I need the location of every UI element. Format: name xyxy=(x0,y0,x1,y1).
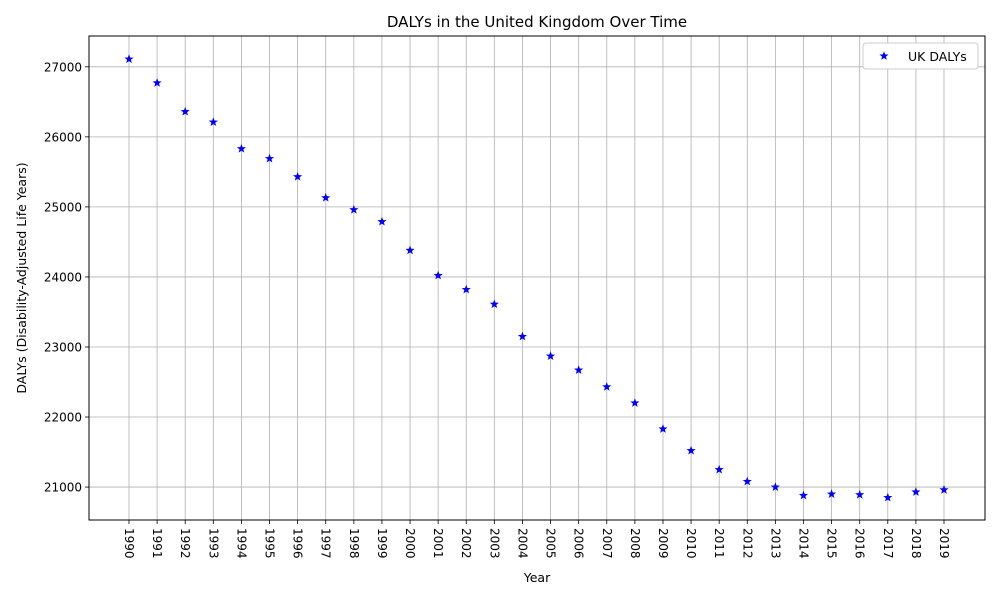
data-point-star xyxy=(939,485,949,494)
data-point-star xyxy=(349,204,359,214)
x-tick-label: 1991 xyxy=(150,528,164,559)
x-tick-label: 2005 xyxy=(544,528,558,559)
data-point-star xyxy=(124,54,134,63)
axes xyxy=(88,35,986,521)
data-point-star xyxy=(630,398,640,407)
data-point-star xyxy=(798,490,809,500)
data-point-star xyxy=(489,299,499,309)
data-point-star xyxy=(686,445,696,455)
x-tick-label: 2001 xyxy=(431,528,445,559)
data-point-star xyxy=(714,464,724,474)
x-tick-label: 1999 xyxy=(375,528,389,559)
data-point-star xyxy=(405,245,415,255)
data-point-star xyxy=(545,351,556,360)
x-tick-label: 2018 xyxy=(909,528,923,559)
x-tick-label: 2014 xyxy=(796,528,810,559)
data-point-star xyxy=(883,492,893,502)
data-point-star xyxy=(264,153,275,163)
data-point-star xyxy=(321,193,331,202)
x-tick-label: 2007 xyxy=(600,528,614,559)
x-tick-label: 1997 xyxy=(319,528,333,559)
x-axis-label: Year xyxy=(523,570,551,585)
x-tick-label: 1994 xyxy=(234,528,248,559)
y-tick-label: 24000 xyxy=(44,270,82,284)
legend-label: UK DALYs xyxy=(908,49,967,64)
legend-star-icon xyxy=(879,51,889,60)
data-point-star xyxy=(461,284,471,294)
x-tick-label: 1993 xyxy=(206,528,220,559)
x-tick-label: 2015 xyxy=(825,528,839,559)
x-tick-label: 2017 xyxy=(881,528,895,559)
data-point-star xyxy=(517,331,528,341)
y-tick-label: 23000 xyxy=(44,340,82,354)
x-tick-label: 1992 xyxy=(178,528,192,559)
grid xyxy=(89,36,985,520)
plot-frame xyxy=(88,35,986,521)
data-point-star xyxy=(602,382,612,391)
x-tick-label: 2009 xyxy=(656,528,670,559)
x-tick-label: 2019 xyxy=(937,528,951,559)
data-point-star xyxy=(911,487,921,496)
y-tick-label: 25000 xyxy=(44,200,82,214)
x-tick-label: 2010 xyxy=(684,528,698,559)
x-axis-ticks: 1990 1991 1992 1993 1994 1995 1996 1997 1998 1999… xyxy=(122,520,951,559)
y-tick-label: 22000 xyxy=(44,411,82,425)
data-point-star xyxy=(293,171,303,181)
x-tick-label: 1998 xyxy=(347,528,361,559)
data-points xyxy=(124,54,949,502)
data-point-star xyxy=(855,489,865,499)
data-point-star xyxy=(827,489,837,498)
x-tick-label: 2002 xyxy=(459,528,473,559)
x-tick-label: 2000 xyxy=(403,528,417,559)
legend-box xyxy=(862,42,979,70)
x-tick-label: 2012 xyxy=(740,528,754,559)
x-tick-label: 2004 xyxy=(515,528,529,559)
y-tick-label: 27000 xyxy=(44,60,82,74)
y-tick-label: 21000 xyxy=(44,481,82,495)
x-tick-label: 2003 xyxy=(487,528,501,559)
data-point-star xyxy=(180,106,190,116)
chart-title: DALYs in the United Kingdom Over Time xyxy=(387,13,687,31)
x-tick-label: 1996 xyxy=(291,528,305,559)
data-point-star xyxy=(742,476,752,486)
data-point-star xyxy=(433,270,443,280)
data-point-star xyxy=(377,216,387,226)
data-point-star xyxy=(152,78,162,87)
data-point-star xyxy=(770,482,780,491)
x-tick-label: 1990 xyxy=(122,528,136,559)
x-tick-label: 2006 xyxy=(572,528,586,559)
data-point-star xyxy=(574,365,584,374)
x-tick-label: 2011 xyxy=(712,528,726,559)
x-tick-label: 2008 xyxy=(628,528,642,559)
data-point-star xyxy=(236,143,246,153)
data-point-star xyxy=(208,117,218,127)
x-tick-label: 2016 xyxy=(853,528,867,559)
x-tick-label: 1995 xyxy=(263,528,277,559)
legend: UK DALYs xyxy=(862,42,979,70)
y-axis-label: DALYs (Disability-Adjusted Life Years) xyxy=(14,162,29,393)
y-tick-label: 26000 xyxy=(44,130,82,144)
x-tick-label: 2013 xyxy=(768,528,782,559)
data-point-star xyxy=(658,424,668,433)
y-axis-ticks: 21000 22000 23000 24000 25000 26000 27000 xyxy=(44,60,89,495)
